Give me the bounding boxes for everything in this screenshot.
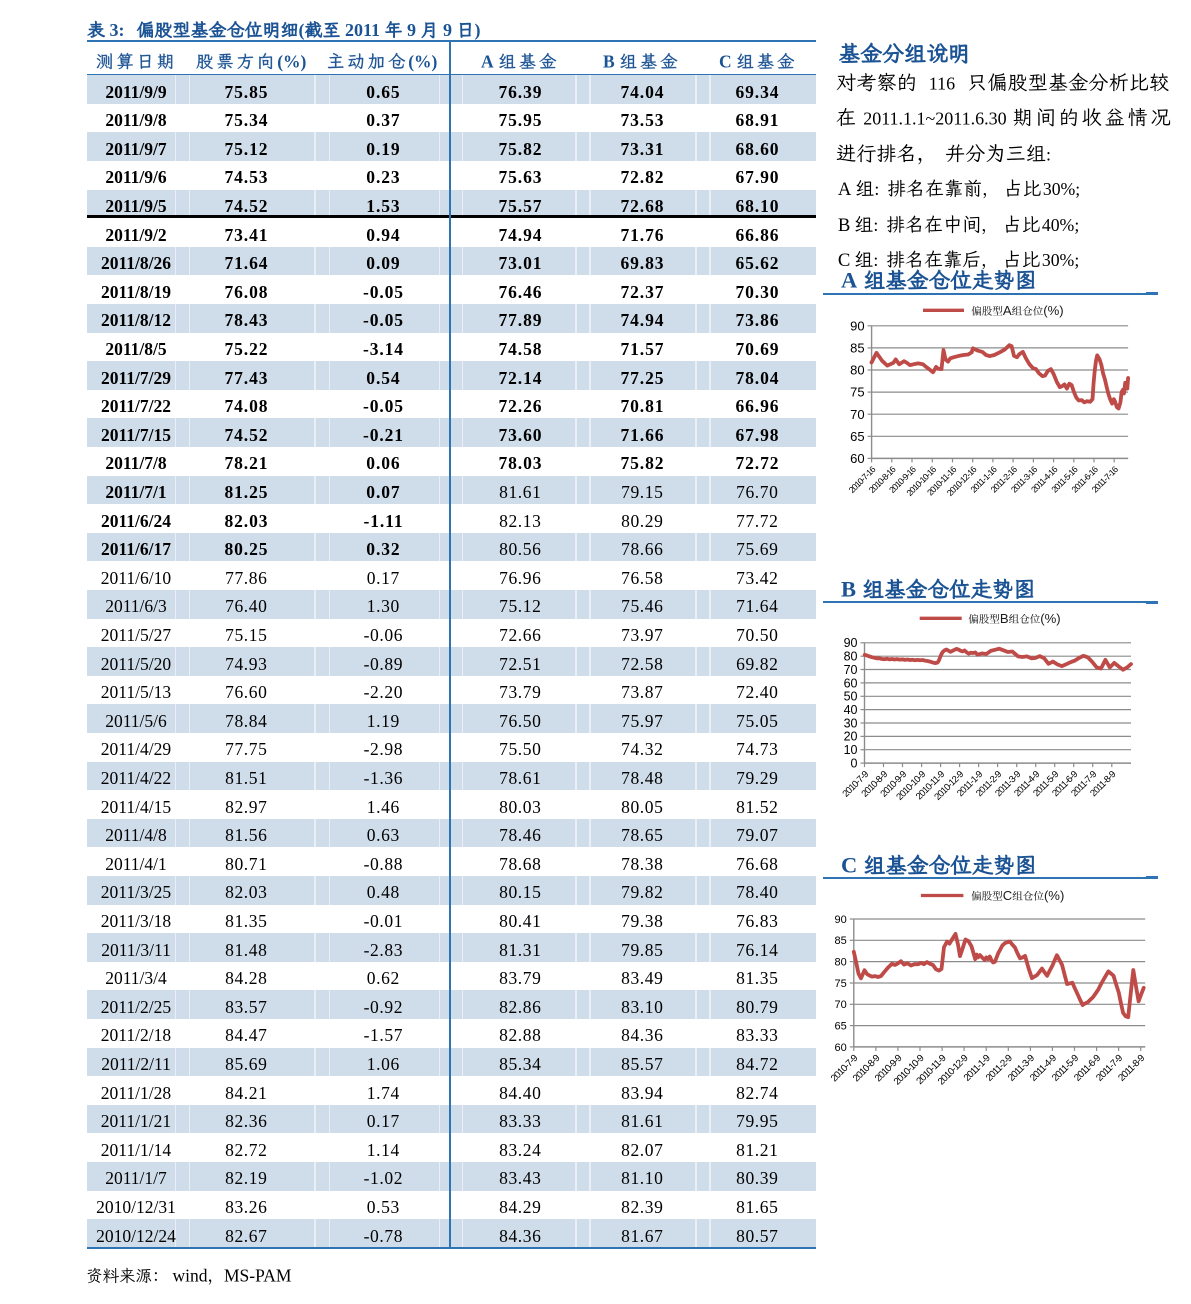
svg-text:75: 75	[850, 385, 864, 400]
svg-text:(%): (%)	[277, 51, 306, 71]
svg-text:50: 50	[844, 690, 858, 704]
svg-text:B: B	[841, 577, 856, 602]
svg-text:70: 70	[844, 663, 858, 677]
svg-text:90: 90	[850, 318, 864, 333]
svg-text:30%;: 30%;	[1042, 250, 1079, 270]
svg-text:A: A	[481, 51, 494, 71]
svg-text:70: 70	[835, 999, 847, 1011]
svg-text:(%): (%)	[408, 51, 437, 71]
svg-text:80: 80	[844, 650, 858, 664]
svg-text::: :	[1046, 144, 1051, 164]
svg-text:80: 80	[835, 957, 847, 969]
svg-text:A: A	[841, 268, 858, 293]
svg-text:C: C	[841, 852, 857, 877]
svg-text:65: 65	[850, 429, 864, 444]
svg-text:C: C	[719, 51, 732, 71]
svg-text:(%): (%)	[1044, 888, 1064, 903]
svg-text:60: 60	[844, 676, 858, 690]
svg-text:70: 70	[850, 407, 864, 422]
svg-text::: :	[874, 179, 879, 199]
svg-text:(: (	[299, 20, 305, 41]
svg-text:40%;: 40%;	[1042, 214, 1079, 234]
svg-text:20: 20	[844, 730, 858, 744]
svg-text:60: 60	[835, 1042, 847, 1054]
svg-text:B: B	[603, 51, 615, 71]
svg-text:2011.1.1~2011.6.30: 2011.1.1~2011.6.30	[863, 108, 1006, 128]
svg-text:B: B	[1000, 611, 1009, 626]
svg-text:0: 0	[851, 757, 858, 771]
svg-text:A: A	[1002, 303, 1011, 318]
svg-text:): )	[475, 20, 481, 41]
svg-text:30%;: 30%;	[1043, 179, 1080, 199]
svg-text:2011: 2011	[345, 20, 380, 40]
svg-text:85: 85	[850, 340, 864, 355]
svg-text:75: 75	[835, 978, 847, 990]
svg-text:wind: wind	[173, 1265, 208, 1285]
svg-text:80: 80	[850, 363, 864, 378]
svg-text:40: 40	[844, 703, 858, 717]
svg-text:(%): (%)	[1040, 611, 1060, 626]
svg-text:65: 65	[835, 1020, 847, 1032]
svg-text:10: 10	[844, 743, 858, 757]
svg-text::: :	[873, 250, 878, 270]
svg-text:90: 90	[835, 914, 847, 926]
svg-text:3:: 3:	[110, 20, 125, 40]
svg-text:60: 60	[850, 451, 864, 466]
svg-text::: :	[873, 214, 878, 234]
svg-text:A: A	[838, 179, 852, 200]
svg-text:90: 90	[844, 636, 858, 650]
svg-text:C: C	[838, 250, 850, 271]
svg-text:(%): (%)	[1043, 303, 1063, 318]
svg-text:116: 116	[929, 73, 955, 93]
svg-text:C: C	[1003, 888, 1012, 903]
svg-text:9: 9	[407, 20, 416, 40]
svg-text:9: 9	[443, 20, 452, 40]
svg-text:B: B	[838, 214, 850, 235]
svg-text:MS-PAM: MS-PAM	[224, 1265, 292, 1285]
svg-text:30: 30	[844, 716, 858, 730]
svg-text:85: 85	[835, 935, 847, 947]
